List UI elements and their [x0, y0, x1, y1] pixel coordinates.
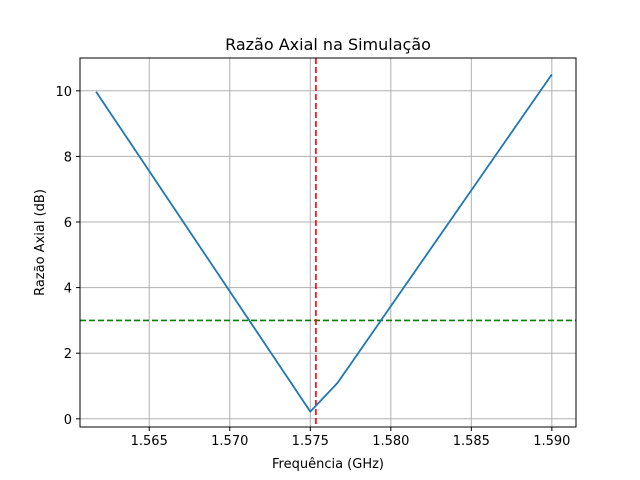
- y-tick-label: 8: [64, 150, 72, 165]
- x-tick-label: 1.590: [533, 434, 570, 449]
- reference-lines: [80, 58, 576, 427]
- x-tick-label: 1.570: [211, 434, 248, 449]
- series-layer: [95, 73, 553, 413]
- y-tick-label: 4: [64, 282, 72, 297]
- y-tick-label: 2: [64, 347, 72, 362]
- x-tick-label: 1.580: [372, 434, 409, 449]
- x-axis-ticks: 1.565 1.570 1.575 1.580 1.585 1.590: [131, 427, 570, 449]
- series-line: [95, 73, 553, 413]
- grid: [80, 58, 576, 427]
- y-axis-ticks: 0 2 4 6 8 10: [55, 85, 80, 428]
- y-tick-label: 6: [64, 216, 72, 231]
- y-axis-label: Razão Axial (dB): [33, 189, 48, 296]
- plot-area-frame: [79, 57, 577, 428]
- x-axis-label: Frequência (GHz): [272, 457, 384, 472]
- x-tick-label: 1.565: [131, 434, 168, 449]
- y-tick-label: 0: [64, 413, 72, 428]
- y-tick-label: 10: [55, 85, 72, 100]
- x-tick-label: 1.575: [292, 434, 329, 449]
- x-tick-label: 1.585: [453, 434, 490, 449]
- chart-title: Razão Axial na Simulação: [225, 35, 431, 54]
